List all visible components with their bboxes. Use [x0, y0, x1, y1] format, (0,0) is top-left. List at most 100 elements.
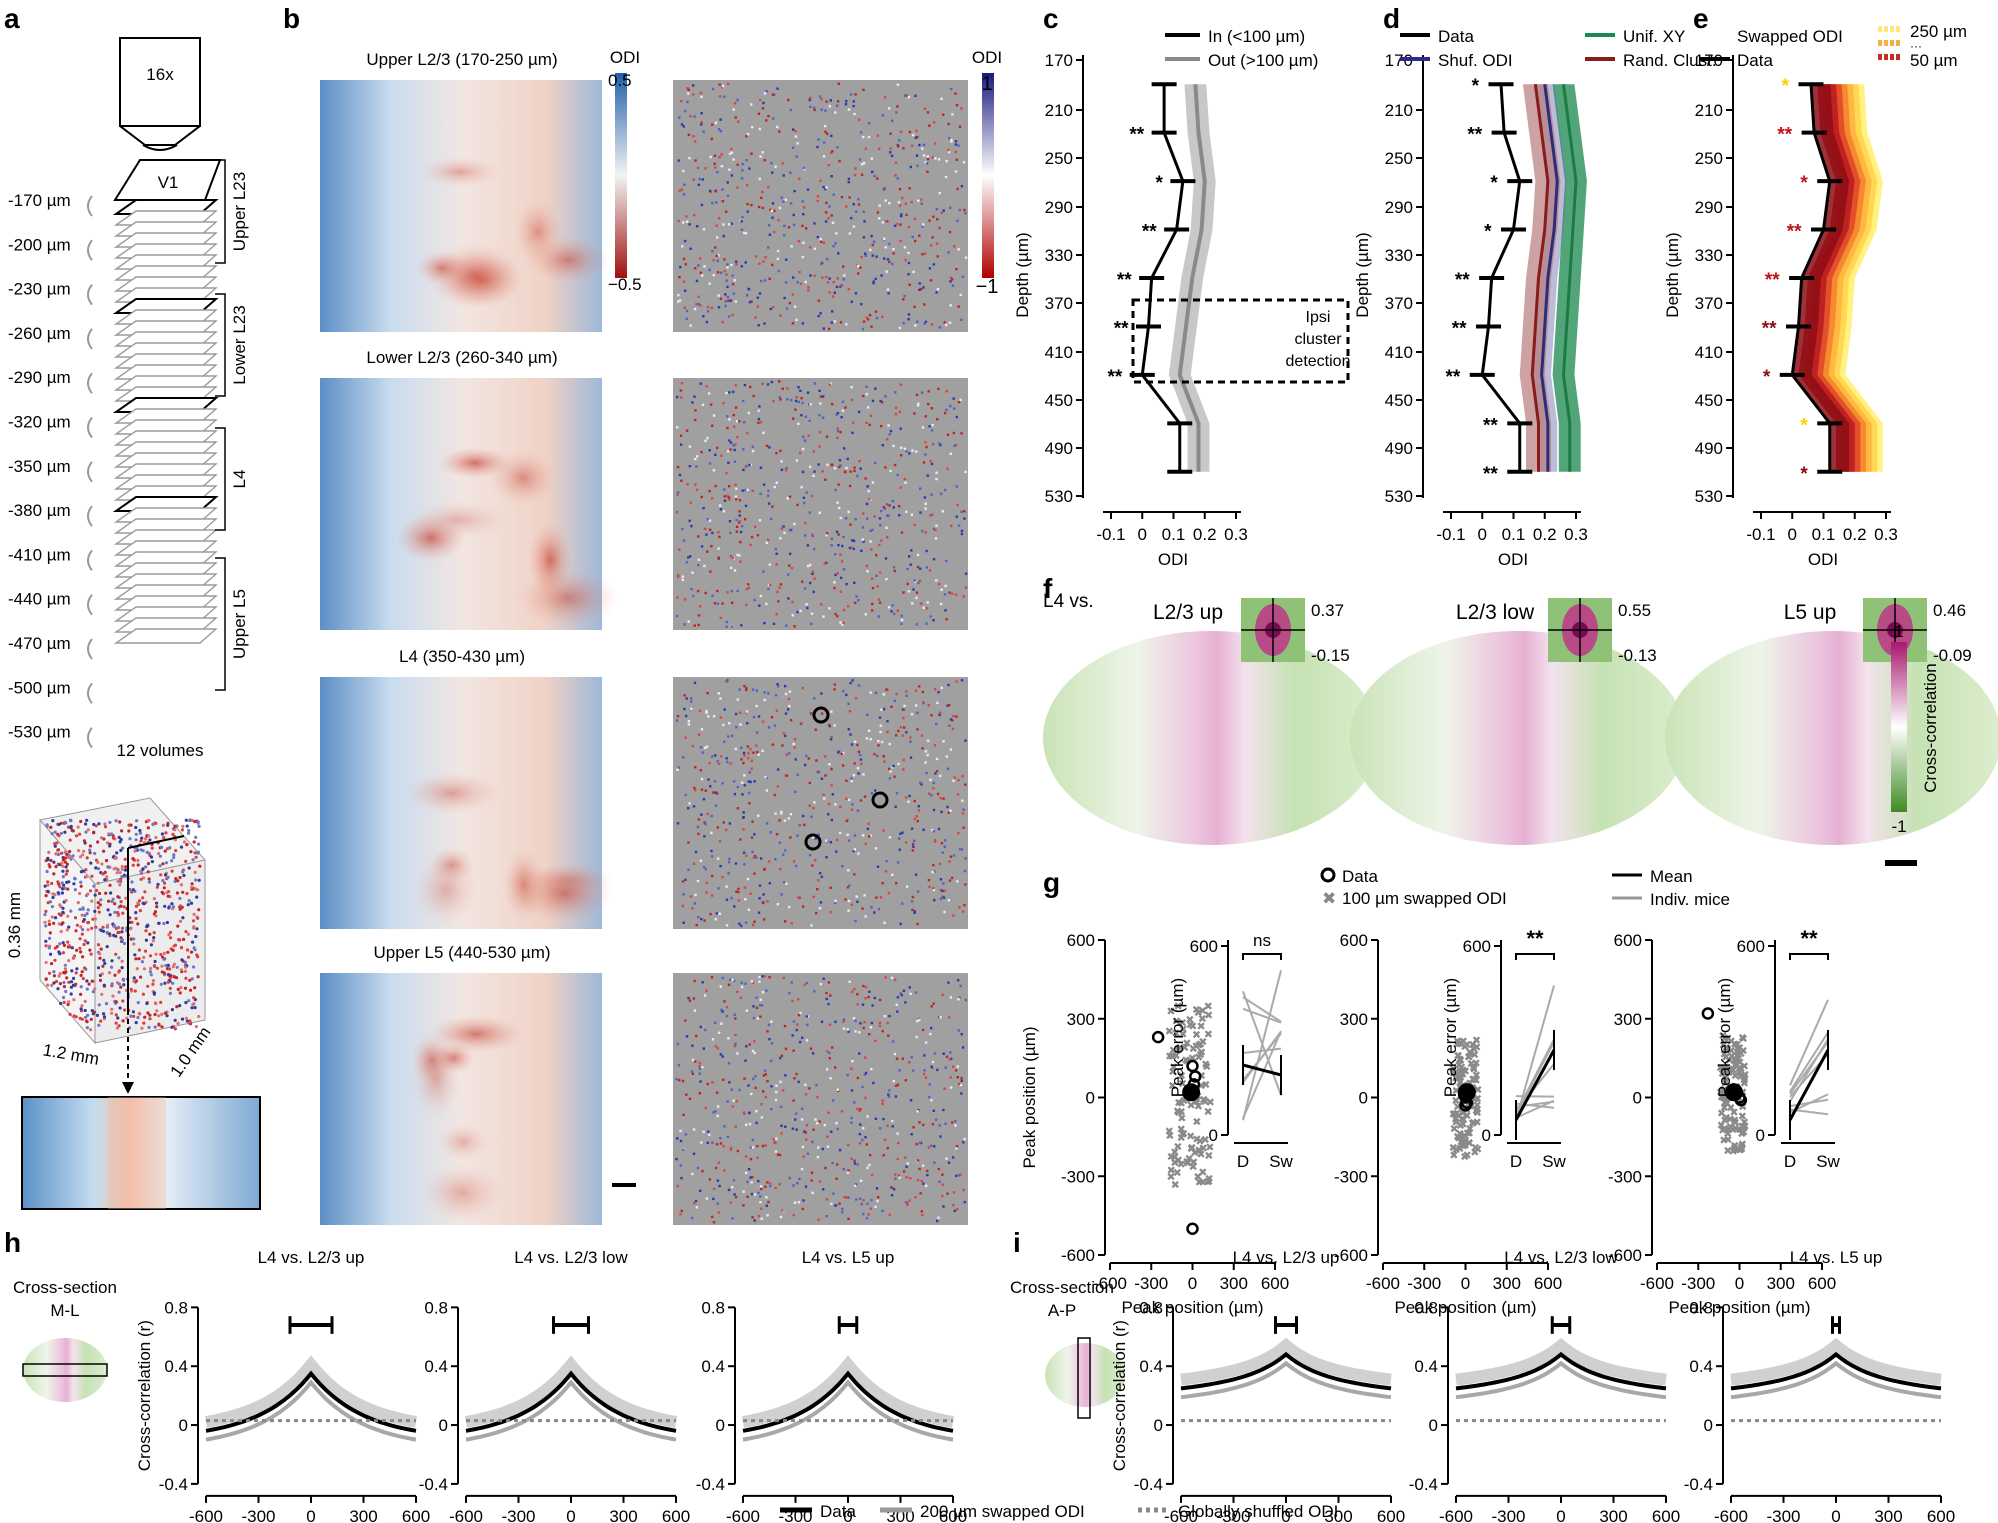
- cell-dot: [755, 996, 758, 999]
- cell-dot: [731, 1105, 734, 1108]
- cell-dot: [700, 777, 704, 781]
- cell-dot: [925, 445, 928, 449]
- cell-dot: [800, 1168, 804, 1171]
- cell-dot: [801, 322, 805, 325]
- swapped-line: [1455, 1360, 1667, 1400]
- cell-dot: [752, 394, 755, 398]
- cell-dot: [740, 624, 743, 627]
- cell-dot: [794, 790, 797, 793]
- xc-title: L4 vs. L2/3 low: [514, 1248, 628, 1267]
- xc-x-tick-label: 0: [306, 1507, 315, 1523]
- cell-dot: [836, 277, 839, 280]
- cell-dot: [675, 511, 679, 514]
- depth-label: -320 µm: [8, 413, 71, 432]
- cell-dot: [865, 1143, 868, 1146]
- out-line: [1177, 84, 1207, 472]
- cell-dot: [956, 880, 959, 883]
- cell-dot: [922, 154, 926, 157]
- cell-dot: [765, 1204, 768, 1207]
- cell-dot: [921, 1028, 925, 1032]
- xc-y-tick-label: 0.8: [164, 1298, 188, 1317]
- cell-dot: [764, 256, 767, 259]
- xc-y-tick-label: 0.8: [1689, 1298, 1713, 1317]
- cell-dot: [165, 920, 169, 925]
- cell-dot: [949, 524, 953, 528]
- cell-dot: [698, 709, 702, 712]
- swapped-point: ✖: [1193, 1171, 1202, 1184]
- cell-dot: [804, 522, 807, 525]
- swapped-point: ✖: [1462, 1110, 1471, 1123]
- cell-dot: [689, 895, 693, 898]
- swapped-point: ✖: [1720, 1048, 1729, 1061]
- cell-dot: [197, 842, 201, 846]
- cell-dot: [927, 1146, 931, 1149]
- sig-star: **: [1107, 367, 1122, 388]
- cell-dot: [717, 254, 720, 257]
- cell-dot: [54, 979, 59, 984]
- cell-dot: [719, 1137, 722, 1140]
- cell-dot: [773, 485, 776, 489]
- cell-dot: [926, 1173, 929, 1177]
- cell-dot: [49, 952, 53, 956]
- mean-line: [1788, 1049, 1830, 1121]
- cell-dot: [939, 443, 942, 447]
- cell-dot: [835, 1122, 838, 1125]
- cell-dot: [728, 439, 731, 442]
- x-tick-label: 0.1: [1162, 525, 1186, 544]
- cell-dot: [830, 464, 833, 467]
- xc-x-tick-label: 600: [1652, 1507, 1680, 1523]
- sig-label: ns: [1253, 931, 1271, 950]
- cell-dot: [830, 175, 833, 178]
- swapped-point: ✖: [1461, 1135, 1470, 1148]
- cell-dot: [60, 881, 64, 885]
- cell-dot: [908, 187, 911, 190]
- cell-dot: [915, 129, 918, 132]
- cell-dot: [701, 1169, 704, 1173]
- swapped-point: ✖: [1189, 1156, 1198, 1169]
- cell-dot: [723, 1169, 726, 1172]
- cell-dot: [736, 785, 739, 789]
- depth-label: -200 µm: [8, 235, 71, 254]
- cell-dot: [774, 165, 777, 168]
- cell-dot: [678, 276, 681, 279]
- cell-dot: [73, 876, 77, 881]
- cell-dot: [836, 146, 839, 149]
- cell-dot: [848, 196, 851, 199]
- cell-dot: [714, 1021, 717, 1024]
- cell-dot: [726, 82, 730, 85]
- cell-dot: [715, 1143, 719, 1146]
- cell-dot: [150, 846, 154, 850]
- cell-dot: [819, 402, 822, 405]
- swapped-point: ✖: [1203, 1105, 1212, 1118]
- cell-dot: [870, 1021, 874, 1025]
- cell-dot: [118, 871, 122, 875]
- cell-dot: [716, 589, 719, 593]
- cell-dot: [725, 620, 728, 624]
- cell-dot: [782, 853, 785, 856]
- cell-dot: [744, 1155, 748, 1158]
- cell-dot: [935, 477, 938, 481]
- range-swatch: [1878, 26, 1882, 32]
- cell-dot: [190, 977, 194, 981]
- cell-dot: [922, 828, 925, 832]
- cell-dot: [719, 1142, 723, 1145]
- cell-dot: [695, 1034, 698, 1038]
- cell-dot: [751, 445, 755, 448]
- cell-dot: [140, 1026, 144, 1030]
- cell-dot: [735, 726, 738, 729]
- cell-dot: [778, 1153, 782, 1157]
- cell-dot: [922, 1182, 925, 1185]
- mouse-line: [1242, 1030, 1282, 1119]
- cell-dot: [773, 230, 776, 234]
- cell-dot: [788, 1176, 791, 1180]
- cell-dot: [771, 263, 774, 267]
- swapped-point: ✖: [1174, 1154, 1183, 1167]
- cell-dot: [918, 685, 921, 688]
- cell-dot: [751, 820, 754, 823]
- cell-dot: [701, 178, 705, 181]
- x-tick-label: 0.3: [1224, 525, 1248, 544]
- cell-dot: [99, 898, 103, 902]
- cell-dot: [878, 217, 881, 220]
- y-tick-label: 250: [1695, 149, 1723, 168]
